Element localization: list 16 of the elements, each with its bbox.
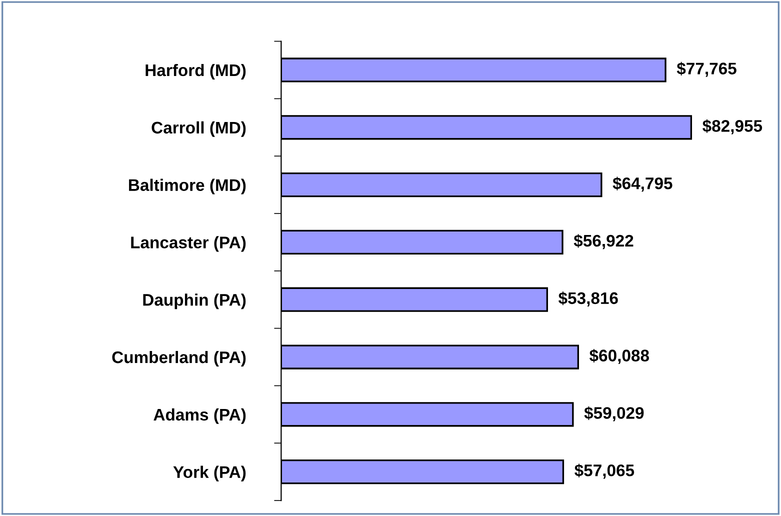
- data-label: $82,955: [702, 119, 762, 134]
- data-label: $64,795: [612, 176, 672, 192]
- data-label: $53,816: [558, 292, 618, 306]
- data-label: $60,088: [589, 348, 650, 364]
- y-tick-label: Carroll (MD): [152, 121, 246, 137]
- y-tick-label: Dauphin (PA): [143, 294, 246, 310]
- y-tick-label: York (PA): [173, 466, 246, 482]
- data-label: $57,065: [574, 464, 634, 479]
- y-tick-label: Harford (MD): [146, 64, 246, 80]
- y-tick-label: Cumberland (PA): [112, 350, 246, 367]
- data-label: $59,029: [584, 406, 644, 422]
- y-tick-label: Adams (PA): [154, 408, 246, 424]
- y-tick-label: Lancaster (PA): [131, 236, 246, 252]
- y-tick-label: Baltimore (MD): [129, 178, 246, 194]
- data-label: $56,922: [574, 234, 634, 250]
- data-label: $77,765: [676, 62, 736, 77]
